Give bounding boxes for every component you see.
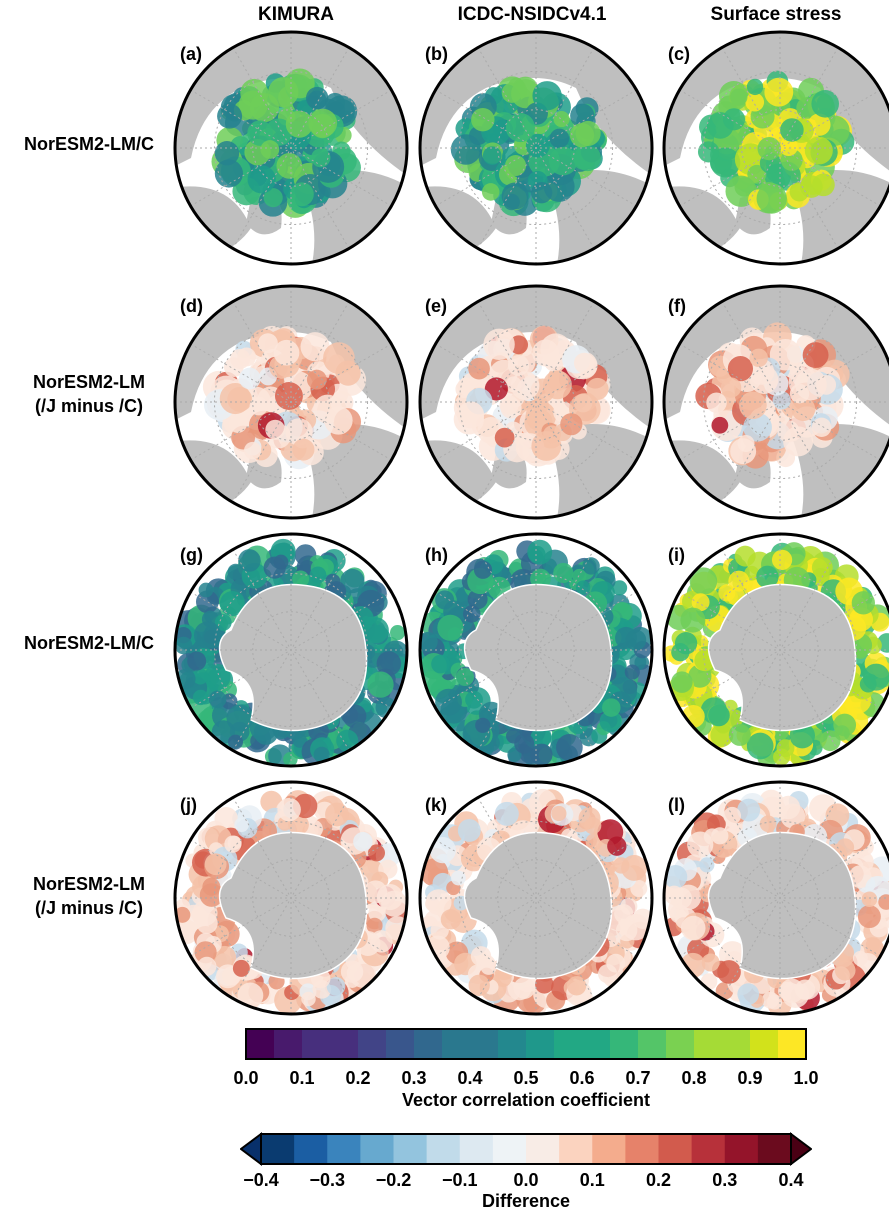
correlation-colorbar-tick: 0.1	[289, 1068, 315, 1088]
correlation-colorbar-bin	[330, 1029, 359, 1059]
correlation-colorbar-bin	[526, 1029, 555, 1059]
map-panel-k	[418, 780, 654, 1016]
correlation-colorbar-bin	[610, 1029, 639, 1059]
row-label-4: NorESM2-LM (/J minus /C)	[0, 872, 178, 920]
map-panel-l	[662, 780, 889, 1016]
difference-colorbar-label: Difference	[481, 1191, 571, 1211]
difference-colorbar-extend-min	[240, 1132, 262, 1166]
row-label-2-line1: NorESM2-LM	[33, 372, 145, 392]
row-label-3-line1: NorESM2-LM/C	[24, 633, 154, 653]
correlation-colorbar-bin	[274, 1029, 303, 1059]
difference-colorbar-bin	[526, 1134, 560, 1164]
row-label-2-line2: (/J minus /C)	[34, 396, 143, 416]
panel-tag-l: (l)	[668, 795, 685, 815]
correlation-colorbar-bin	[470, 1029, 499, 1059]
difference-colorbar-bin	[757, 1134, 792, 1164]
difference-colorbar-bin	[294, 1134, 328, 1164]
correlation-colorbar-bin	[554, 1029, 583, 1059]
difference-colorbar-bin	[559, 1134, 593, 1164]
correlation-colorbar-tick: 0.9	[737, 1068, 763, 1088]
difference-colorbar-bin	[426, 1134, 461, 1164]
map-panel-f	[662, 284, 889, 520]
row-label-1: NorESM2-LM/C	[0, 132, 178, 156]
column-title-kimura: KIMURA	[258, 4, 334, 25]
panel-tag-h: (h)	[425, 545, 448, 565]
column-title-icdc: ICDC-NSIDCv4.1	[457, 4, 607, 25]
panel-tag-f: (f)	[668, 296, 686, 316]
difference-colorbar-bin	[625, 1134, 659, 1164]
difference-colorbar-tick: −0.4	[243, 1170, 279, 1190]
difference-colorbar-tick: 0.3	[712, 1170, 738, 1190]
correlation-colorbar-bin	[386, 1029, 415, 1059]
difference-colorbar-tick: 0.1	[579, 1170, 605, 1190]
correlation-colorbar-bin	[694, 1029, 723, 1059]
difference-colorbar-bin	[592, 1134, 626, 1164]
correlation-colorbar-bin	[414, 1029, 443, 1059]
correlation-colorbar-tick: 0.7	[625, 1068, 651, 1088]
correlation-colorbar-bin	[498, 1029, 527, 1059]
map-panel-b	[418, 30, 654, 266]
map-panel-i	[662, 532, 889, 768]
map-panel-c	[662, 30, 889, 266]
correlation-colorbar	[245, 1028, 807, 1060]
correlation-colorbar-bin	[778, 1029, 807, 1059]
difference-colorbar	[240, 1132, 812, 1166]
row-label-3: NorESM2-LM/C	[0, 631, 178, 655]
correlation-colorbar-bin	[582, 1029, 611, 1059]
panel-tag-d: (d)	[180, 296, 203, 316]
difference-colorbar-bin	[459, 1134, 494, 1164]
correlation-colorbar-tick: 0.8	[681, 1068, 707, 1088]
correlation-colorbar-tick: 0.4	[457, 1068, 483, 1088]
correlation-colorbar-tick: 1.0	[793, 1068, 819, 1088]
column-title-surface-stress: Surface stress	[710, 4, 842, 25]
row-label-2: NorESM2-LM (/J minus /C)	[0, 370, 178, 418]
row-label-4-line1: NorESM2-LM	[33, 874, 145, 894]
correlation-colorbar-bin	[638, 1029, 667, 1059]
panel-tag-c: (c)	[668, 44, 690, 64]
panel-tag-b: (b)	[425, 44, 448, 64]
difference-colorbar-tick: −0.3	[309, 1170, 346, 1190]
difference-colorbar-bin	[691, 1134, 726, 1164]
map-panel-a	[173, 30, 409, 266]
correlation-colorbar-bin	[442, 1029, 471, 1059]
map-panel-e	[418, 284, 654, 520]
map-panel-d	[173, 284, 409, 520]
map-panel-g	[173, 532, 409, 768]
correlation-colorbar-tick: 0.2	[345, 1068, 371, 1088]
correlation-colorbar-bin	[246, 1029, 275, 1059]
difference-colorbar-bin	[492, 1134, 527, 1164]
correlation-colorbar-bin	[302, 1029, 331, 1059]
difference-colorbar-bin	[360, 1134, 394, 1164]
difference-colorbar-bin	[393, 1134, 428, 1164]
correlation-colorbar-tick: 0.0	[233, 1068, 259, 1088]
difference-colorbar-bin	[724, 1134, 759, 1164]
map-panel-h	[418, 532, 654, 768]
panel-tag-j: (j)	[180, 795, 197, 815]
difference-colorbar-tick: −0.2	[375, 1170, 412, 1190]
panel-tag-g: (g)	[180, 545, 203, 565]
difference-colorbar-bin	[658, 1134, 693, 1164]
correlation-colorbar-bin	[666, 1029, 695, 1059]
row-label-1-line1: NorESM2-LM/C	[24, 134, 154, 154]
correlation-colorbar-tick: 0.5	[513, 1068, 539, 1088]
panel-tag-i: (i)	[668, 545, 685, 565]
panel-tag-k: (k)	[425, 795, 447, 815]
difference-colorbar-extend-max	[790, 1132, 812, 1166]
correlation-colorbar-tick: 0.3	[401, 1068, 427, 1088]
correlation-colorbar-bin	[750, 1029, 779, 1059]
row-label-4-line2: (/J minus /C)	[34, 898, 143, 918]
correlation-colorbar-label: Vector correlation coefficient	[401, 1090, 651, 1110]
map-panel-j	[173, 780, 409, 1016]
correlation-colorbar-bin	[722, 1029, 751, 1059]
difference-colorbar-tick: 0.2	[645, 1170, 672, 1190]
panel-tag-a: (a)	[180, 44, 202, 64]
correlation-colorbar-bin	[358, 1029, 387, 1059]
correlation-colorbar-tick: 0.6	[569, 1068, 595, 1088]
difference-colorbar-bin	[261, 1134, 295, 1164]
panel-tag-e: (e)	[425, 296, 447, 316]
difference-colorbar-bin	[327, 1134, 361, 1164]
difference-colorbar-tick: 0.4	[778, 1170, 804, 1190]
difference-colorbar-tick: 0.0	[513, 1170, 539, 1190]
difference-colorbar-tick: −0.1	[441, 1170, 478, 1190]
